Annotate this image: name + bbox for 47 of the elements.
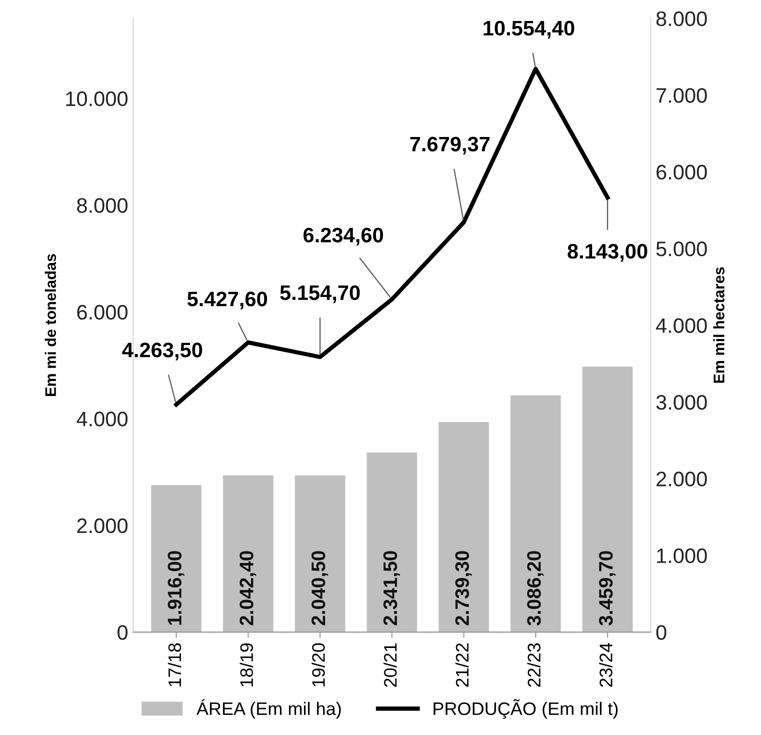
data-label: 5.154,70 bbox=[280, 285, 360, 304]
x-tick-label: 17/18 bbox=[168, 643, 182, 686]
y-axis-title: Em mi de toneladas bbox=[44, 254, 56, 396]
x-tick-label: 20/21 bbox=[384, 643, 397, 687]
data-label: 6.234,60 bbox=[304, 228, 383, 246]
y2-tick-label: 2.000 bbox=[656, 472, 707, 486]
y2-tick-label: 0 bbox=[656, 625, 666, 640]
data-label: 2.040,50 bbox=[311, 551, 328, 626]
bar bbox=[582, 366, 633, 632]
data-label: 4.263,50 bbox=[122, 342, 202, 360]
y-tick-label: 8.000 bbox=[77, 198, 128, 213]
x-tick-label: 23/24 bbox=[599, 643, 612, 687]
y2-axis-title: Em mil hectares bbox=[713, 267, 724, 383]
x-tick-label: 21/22 bbox=[455, 643, 469, 687]
y-tick-label: 2.000 bbox=[77, 518, 128, 534]
bar bbox=[294, 476, 346, 632]
legend-label: ÁREA (Em mil ha) bbox=[196, 699, 341, 719]
x-tick-label: 19/20 bbox=[312, 643, 325, 686]
data-label: 10.554,40 bbox=[484, 20, 574, 39]
bar bbox=[366, 452, 418, 632]
bar bbox=[438, 422, 489, 632]
y-tick-label: 6.000 bbox=[77, 304, 128, 320]
y-tick-label: 4.000 bbox=[76, 412, 128, 426]
data-label: 2.739,30 bbox=[455, 551, 472, 626]
y2-tick-label: 3.000 bbox=[656, 394, 707, 410]
y2-tick-label: 5.000 bbox=[656, 242, 707, 256]
x-tick-label: 22/23 bbox=[527, 643, 541, 687]
y2-tick-label: 6.000 bbox=[656, 164, 707, 180]
data-label: 3.086,20 bbox=[527, 551, 544, 626]
y2-tick-label: 4.000 bbox=[656, 318, 707, 333]
data-label: 3.459,70 bbox=[598, 551, 616, 626]
x-tick-label: 18/19 bbox=[240, 643, 254, 686]
bar bbox=[151, 485, 202, 632]
bar bbox=[223, 475, 274, 632]
y-tick-label: 10.000 bbox=[66, 91, 128, 106]
y2-tick-label: 7.000 bbox=[656, 88, 707, 103]
data-label: 7.679,37 bbox=[410, 136, 490, 154]
data-label: 2.042,40 bbox=[240, 551, 256, 626]
data-label: 8.143,00 bbox=[568, 244, 648, 262]
data-label: 1.916,00 bbox=[168, 551, 184, 625]
y2-tick-label: 8.000 bbox=[656, 11, 707, 26]
data-label: 2.341,50 bbox=[383, 551, 400, 626]
data-label: 5.427,60 bbox=[187, 292, 268, 310]
y-tick-label: 0 bbox=[118, 625, 128, 640]
y2-tick-label: 1.000 bbox=[657, 548, 707, 564]
legend-label: PRODUÇÃO (Em mil t) bbox=[434, 699, 618, 719]
bar bbox=[510, 395, 561, 632]
